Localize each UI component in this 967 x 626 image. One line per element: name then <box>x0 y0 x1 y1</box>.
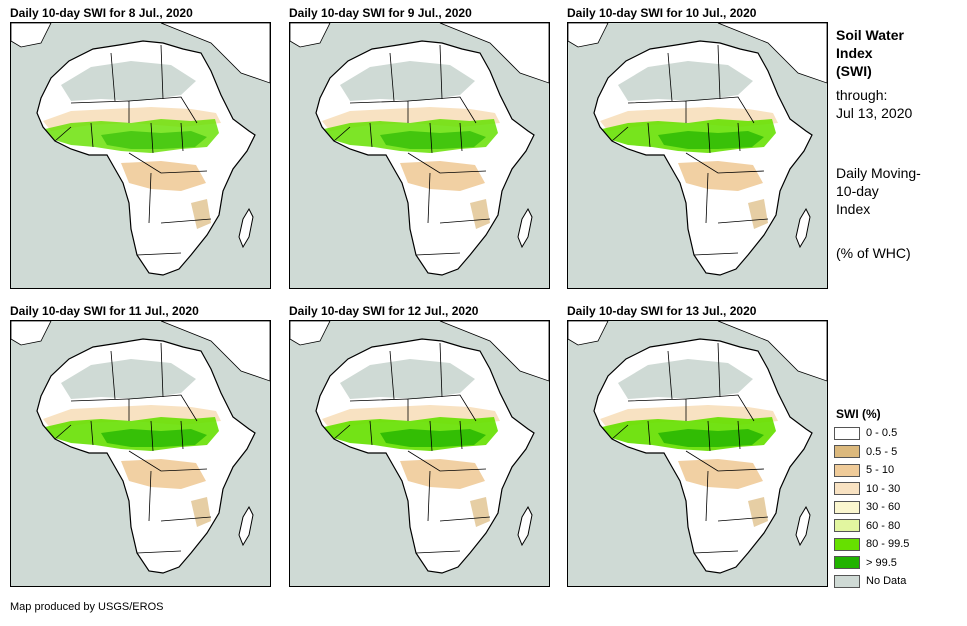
africa-map <box>568 321 827 574</box>
legend-item: 30 - 60 <box>834 499 900 515</box>
through-date: Jul 13, 2020 <box>836 105 913 121</box>
legend-label: 0 - 0.5 <box>866 427 898 439</box>
legend-swatch <box>834 482 860 495</box>
legend-swatch <box>834 537 860 551</box>
legend-label: > 99.5 <box>866 556 897 569</box>
legend-item: 80 - 99.5 <box>834 536 909 552</box>
panel-title-2: Daily 10-day SWI for 9 Jul., 2020 <box>289 6 472 20</box>
legend-swatch <box>834 519 860 532</box>
legend-label: 0.5 - 5 <box>866 445 898 458</box>
legend-label: 80 - 99.5 <box>866 538 910 550</box>
panel-title-5: Daily 10-day SWI for 12 Jul., 2020 <box>289 304 479 318</box>
map-panel-4 <box>10 320 271 587</box>
map-panel-1 <box>10 22 271 289</box>
panel-title-4: Daily 10-day SWI for 11 Jul., 2020 <box>10 304 199 318</box>
index-title-line1: Soil Water <box>836 27 904 43</box>
map-panel-6 <box>567 320 828 587</box>
legend-swatch <box>834 574 860 588</box>
legend-item: 0 - 0.5 <box>834 425 897 441</box>
legend-title: SWI (%) <box>836 407 881 421</box>
index-title-line3: (SWI) <box>836 63 872 79</box>
legend-swatch <box>834 463 860 477</box>
legend-item: 10 - 30 <box>834 481 900 497</box>
africa-map <box>568 23 827 276</box>
map-panel-3 <box>567 22 828 289</box>
index-title-line2: Index <box>836 45 873 61</box>
legend-swatch <box>834 426 860 440</box>
africa-map <box>290 23 549 276</box>
description-line1: Daily Moving- <box>836 165 921 181</box>
legend-swatch <box>834 445 860 458</box>
africa-map <box>11 23 270 276</box>
africa-map <box>290 321 549 574</box>
legend-item: 60 - 80 <box>834 518 900 534</box>
panel-title-6: Daily 10-day SWI for 13 Jul., 2020 <box>567 304 757 318</box>
legend-label: 10 - 30 <box>866 482 901 495</box>
legend-swatch <box>834 556 860 569</box>
map-panel-2 <box>289 22 550 289</box>
legend-item: > 99.5 <box>834 555 897 571</box>
map-panel-5 <box>289 320 550 587</box>
legend-label: No Data <box>866 575 907 587</box>
legend-swatch <box>834 500 860 514</box>
panel-title-1: Daily 10-day SWI for 8 Jul., 2020 <box>10 6 193 20</box>
legend-label: 30 - 60 <box>866 501 901 513</box>
africa-map <box>11 321 270 574</box>
legend-item: No Data <box>834 573 906 589</box>
legend-label: 60 - 80 <box>866 519 901 532</box>
units-label: (% of WHC) <box>836 245 911 261</box>
description-line3: Index <box>836 201 871 217</box>
panel-title-3: Daily 10-day SWI for 10 Jul., 2020 <box>567 6 757 20</box>
through-label: through: <box>836 87 888 103</box>
legend-item: 0.5 - 5 <box>834 444 897 460</box>
legend-item: 5 - 10 <box>834 462 894 478</box>
legend-label: 5 - 10 <box>866 464 895 476</box>
description-line2: 10-day <box>836 183 879 199</box>
credit-footer: Map produced by USGS/EROS <box>10 601 164 613</box>
